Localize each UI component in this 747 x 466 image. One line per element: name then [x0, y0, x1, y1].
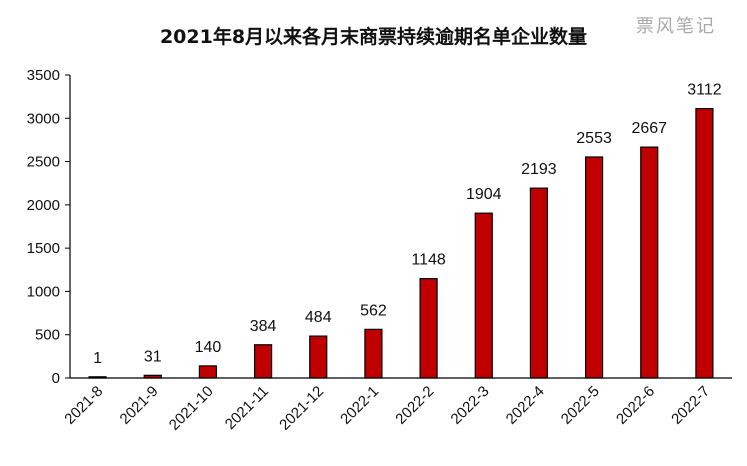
data-labels: 1 31 140 384 484 562 1148 1904 2193 2553 2667 3112	[93, 82, 722, 367]
bar	[695, 107, 714, 379]
data-label: 2193	[521, 161, 557, 178]
data-label: 1904	[466, 186, 502, 203]
x-tick-label: 2022-4	[503, 383, 548, 428]
x-tick-label: 2021-9	[117, 383, 162, 428]
x-tick-label: 2021-10	[166, 383, 217, 434]
x-tick-label: 2021-8	[61, 383, 106, 428]
bar	[529, 187, 549, 379]
data-label: 31	[144, 348, 162, 365]
data-label: 2553	[576, 130, 612, 147]
bar	[309, 335, 328, 379]
y-tick-label: 3000	[27, 110, 60, 127]
bar	[584, 156, 604, 379]
y-tick-label: 2500	[27, 154, 60, 171]
data-label: 1148	[411, 252, 446, 269]
x-tick-label: 2022-2	[392, 383, 437, 428]
watermark-logo: 票风笔记	[636, 16, 716, 37]
bar	[198, 365, 218, 379]
x-tick-label: 2021-11	[222, 383, 272, 433]
x-tick-label: 2022-7	[668, 383, 713, 428]
y-tick-label: 500	[35, 327, 60, 344]
bars	[88, 107, 714, 379]
bar	[640, 146, 659, 379]
data-label: 2667	[631, 120, 667, 137]
y-tick-label: 3500	[27, 67, 60, 84]
y-tick-label: 1000	[27, 283, 60, 300]
x-tick-label: 2022-3	[448, 383, 493, 428]
x-tick-label: 2022-5	[558, 383, 603, 428]
y-axis-ticks: 0 500 1000 1500 2000 2500 3000 3500	[27, 67, 70, 387]
axes	[69, 75, 732, 379]
x-tick-label: 2022-6	[613, 383, 658, 428]
x-axis-labels: 2021-8 2021-9 2021-10 2021-11 2021-12 2022-1 2…	[61, 383, 713, 434]
x-tick-label: 2022-1	[337, 383, 382, 428]
chart-title: 2021年8月以来各月末商票持续逾期名单企业数量	[159, 26, 588, 48]
bar	[253, 344, 273, 379]
data-label: 384	[250, 318, 277, 335]
bar	[474, 212, 493, 379]
data-label: 3112	[687, 82, 722, 99]
data-label: 1	[93, 350, 102, 367]
x-tick-label: 2021-12	[276, 383, 327, 434]
y-tick-label: 2000	[27, 197, 60, 214]
bar	[419, 278, 438, 379]
bar	[364, 328, 383, 379]
data-label: 484	[305, 309, 332, 326]
data-label: 562	[360, 302, 387, 319]
data-label: 140	[195, 339, 222, 356]
y-tick-label: 1500	[27, 240, 60, 257]
y-tick-label: 0	[52, 370, 60, 387]
